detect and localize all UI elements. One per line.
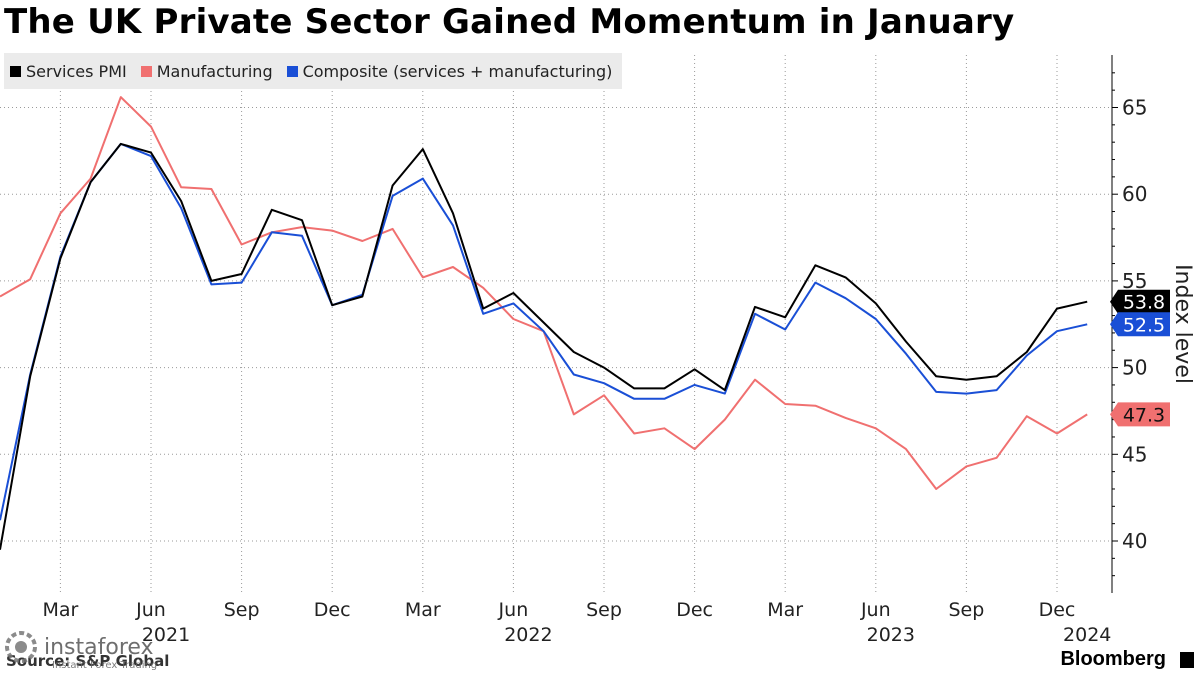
gridlines (0, 55, 1112, 593)
end-labels: 53.8 47.3 52.5 (1110, 289, 1170, 427)
x-tick-label: Mar (42, 599, 78, 621)
x-year-label-2023: 2023 (867, 624, 915, 646)
series-line-services (0, 142, 1088, 550)
y-tick-label-65: 65 (1122, 96, 1147, 120)
x-tick-label: Jun (860, 599, 891, 621)
y-tick-label-45: 45 (1122, 442, 1147, 466)
series-line-manufacturing (0, 96, 1088, 490)
series-line-composite (0, 142, 1088, 521)
end-label-value-1: 47.3 (1123, 404, 1165, 426)
watermark-logo-icon (5, 631, 37, 663)
x-tick-label: Sep (948, 599, 984, 621)
x-tick-label: Jun (498, 599, 529, 621)
x-tick-label: Mar (767, 599, 803, 621)
legend: Services PMI Manufacturing Composite (se… (4, 53, 623, 89)
end-label-value-0: 53.8 (1123, 292, 1165, 314)
legend-swatch-manufacturing (140, 65, 152, 77)
x-tick-label: Jun (135, 599, 166, 621)
y-tick-label-60: 60 (1122, 182, 1147, 206)
x-year-label-2024: 2024 (1063, 624, 1111, 646)
x-year-label-2021: 2021 (142, 624, 190, 646)
legend-swatch-composite (286, 65, 298, 77)
end-label-badge-0 (1110, 289, 1170, 314)
x-tick-label: Dec (314, 599, 351, 621)
y-tick-label-40: 40 (1122, 529, 1147, 553)
brand-logo: Bloomberg (1060, 648, 1166, 670)
x-tick-label: Sep (224, 599, 260, 621)
legend-item-composite: Composite (services + manufacturing) (286, 61, 613, 81)
legend-item-services: Services PMI (10, 62, 127, 81)
watermark: instaforex Instant Forex Trading (4, 630, 157, 671)
legend-swatch-services (10, 65, 21, 77)
series-lines (0, 96, 1088, 550)
source-note: Source: S&P Global (6, 652, 170, 670)
legend-label-composite: Composite (services + manufacturing) (302, 61, 613, 81)
chart-title: The UK Private Sector Gained Momentum in… (4, 2, 1015, 42)
x-tick-label: Dec (676, 599, 713, 621)
x-axis: Mar Jun 2021 Sep Dec Mar Jun 2022 Sep Dec Mar Jun 20… (42, 599, 1111, 646)
y-tick-label-50: 50 (1122, 356, 1147, 380)
y-tick-label-55: 55 (1122, 269, 1147, 293)
x-tick-label: Dec (1039, 599, 1076, 621)
x-tick-label: Mar (405, 599, 441, 621)
legend-label-manufacturing: Manufacturing (156, 61, 273, 81)
end-label-badge-1 (1110, 402, 1170, 427)
legend-item-manufacturing: Manufacturing (140, 61, 273, 81)
y-axis-title: Index level (1170, 264, 1195, 384)
watermark-subtext: Instant Forex Trading (52, 660, 158, 671)
end-label-badge-2 (1110, 312, 1170, 337)
y-axis: 40 45 50 55 60 65 (1111, 55, 1147, 593)
bloomberg-terminal-icon (1180, 652, 1194, 668)
x-tick-label: Sep (586, 599, 622, 621)
watermark-text: instaforex (44, 634, 154, 660)
legend-label-services: Services PMI (26, 61, 127, 81)
end-label-value-2: 52.5 (1123, 314, 1165, 336)
x-year-label-2022: 2022 (504, 624, 552, 646)
